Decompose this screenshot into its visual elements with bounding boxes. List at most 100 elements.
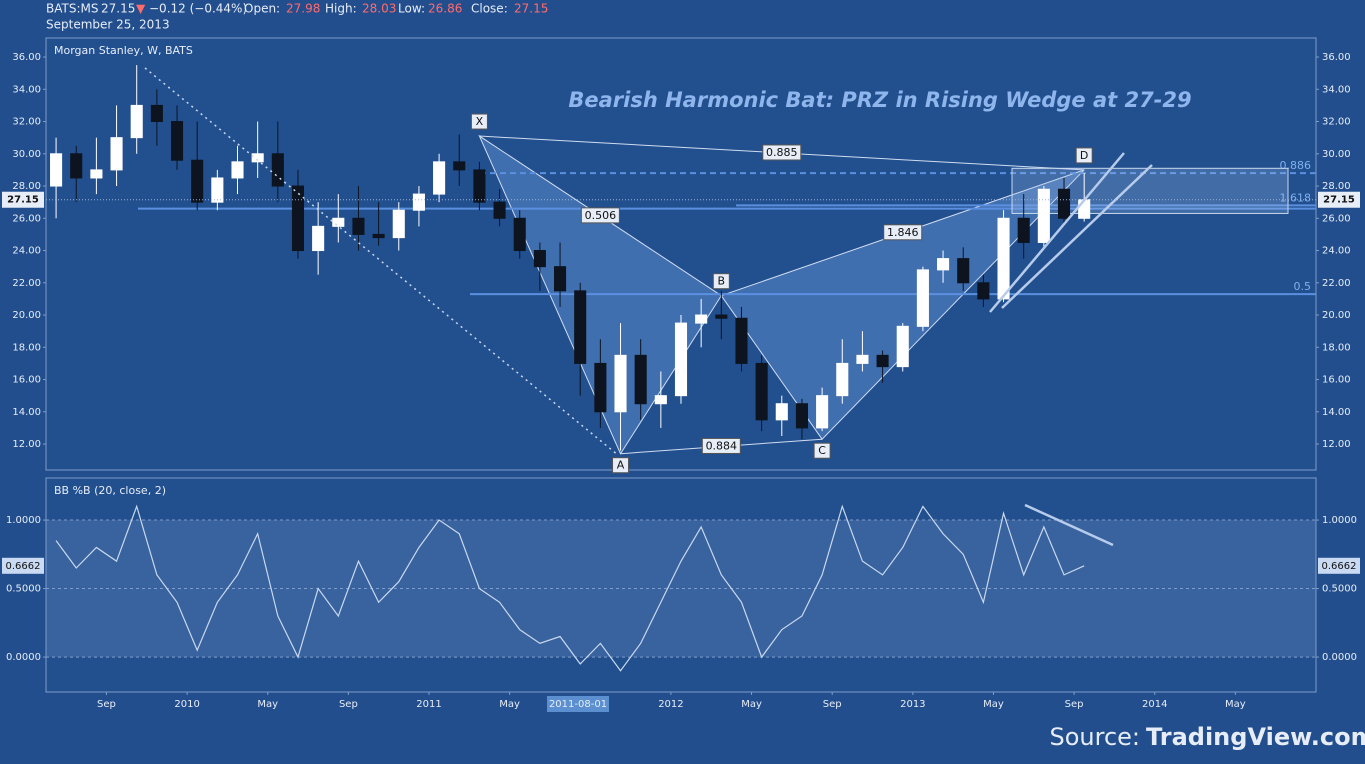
y-tick-label: 18.00: [12, 342, 41, 353]
value-badge: [1318, 557, 1360, 574]
y-tick-label: 20.00: [1322, 310, 1351, 321]
crosshair-badge: [547, 696, 609, 712]
ratio-badge: [762, 144, 802, 161]
candle-body: [554, 266, 567, 292]
y-tick-label: 30.00: [1322, 149, 1351, 160]
high: 28.03: [362, 2, 396, 16]
candle-body: [654, 395, 667, 405]
ratio-badge: [701, 437, 741, 454]
y-tick-label: 26.00: [12, 213, 41, 224]
candle-body: [1078, 199, 1091, 219]
candle-body: [574, 290, 587, 364]
y-tick-label: 24.00: [1322, 246, 1351, 257]
fib-label: 0.5: [1294, 280, 1312, 293]
candle-body: [1037, 188, 1050, 243]
y-tick-label: 28.00: [12, 181, 41, 192]
ratio-label: 0.884: [706, 439, 738, 452]
y-tick-label: 18.00: [1322, 342, 1351, 353]
candle-body: [231, 161, 244, 179]
y-tick-label: 0.5000: [6, 584, 41, 595]
candle-body: [271, 153, 284, 187]
x-tick-label: Sep: [823, 699, 842, 710]
value-label: 0.6662: [6, 561, 41, 572]
y-tick-label: 16.00: [12, 375, 41, 386]
indicator-panel: [45, 477, 1317, 693]
y-tick-label: 12.00: [1322, 439, 1351, 450]
x-tick-label: 2011: [416, 699, 441, 710]
crosshair-label: 2011-08-01: [549, 699, 607, 710]
candle-body: [473, 169, 486, 203]
bb-line: [55, 504, 1085, 672]
x-tick-label: 2010: [174, 699, 199, 710]
y-tick-label: 30.00: [12, 149, 41, 160]
y-tick-label: 16.00: [1322, 375, 1351, 386]
candle-body: [533, 250, 546, 268]
y-tick-label: 32.00: [12, 117, 41, 128]
y-tick-label: 14.00: [12, 407, 41, 418]
x-tick-label: 2012: [658, 699, 683, 710]
y-tick-label: 20.00: [12, 310, 41, 321]
candle-body: [634, 354, 647, 405]
y-tick-label: 0.5000: [1322, 584, 1357, 595]
x-tick-label: 2014: [1142, 699, 1167, 710]
candle-body: [795, 403, 808, 429]
candle-body: [90, 169, 103, 179]
candle-body: [312, 225, 325, 252]
high-label: High:: [325, 2, 357, 16]
candle-body: [816, 395, 829, 429]
candle-body: [775, 403, 788, 421]
candle-body: [453, 161, 466, 171]
candle-body: [916, 269, 929, 327]
close-label: Close:: [471, 2, 508, 16]
wedge-line: [989, 152, 1125, 313]
y-tick-label: 26.00: [1322, 213, 1351, 224]
ratio-label: 1.846: [887, 226, 919, 239]
candle-body: [755, 362, 768, 421]
x-tick-label: 2013: [900, 699, 925, 710]
candle-body: [412, 193, 425, 211]
candle-body: [110, 137, 123, 171]
point-label: X: [476, 115, 484, 128]
panel-title: Morgan Stanley, W, BATS: [54, 44, 193, 57]
annotation: Bearish Harmonic Bat: PRZ in Rising Wedg…: [568, 88, 1191, 112]
y-tick-label: 36.00: [1322, 52, 1351, 63]
y-tick-label: 0.0000: [6, 652, 41, 663]
ratio-badge: [883, 224, 923, 241]
candle-body: [1017, 217, 1030, 243]
point-label: B: [718, 275, 726, 288]
candle-body: [674, 322, 688, 397]
point-label: D: [1080, 149, 1088, 162]
candle-body: [735, 317, 748, 364]
date: September 25, 2013: [46, 18, 170, 32]
price-label: 27.15: [7, 195, 39, 206]
candle-body: [876, 354, 889, 368]
candle-body: [352, 217, 365, 235]
y-tick-label: 22.00: [1322, 278, 1351, 289]
candle-body: [70, 153, 83, 179]
x-tick-label: Sep: [97, 699, 116, 710]
y-tick-label: 0.0000: [1322, 652, 1357, 663]
y-tick-label: 22.00: [12, 278, 41, 289]
x-tick-label: May: [1225, 699, 1246, 710]
y-tick-label: 14.00: [1322, 407, 1351, 418]
point-badge: [612, 457, 630, 474]
candle-body: [433, 161, 446, 195]
x-tick-label: May: [741, 699, 762, 710]
candle-body: [937, 258, 950, 271]
x-tick-label: May: [983, 699, 1004, 710]
point-label: C: [818, 444, 826, 457]
y-tick-label: 34.00: [12, 84, 41, 95]
ratio-badge: [580, 207, 620, 224]
symbol: BATS:MS: [46, 2, 98, 16]
open-label: Open:: [244, 2, 280, 16]
source-name: TradingView.com: [1146, 723, 1365, 751]
y-tick-label: 24.00: [12, 246, 41, 257]
candle-body: [50, 153, 63, 187]
candle-body: [332, 217, 345, 227]
panel-title: BB %B (20, close, 2): [54, 484, 166, 497]
price-badge: [1318, 191, 1360, 208]
candle-body: [695, 314, 708, 324]
x-tick-label: May: [499, 699, 520, 710]
candle-body: [372, 233, 385, 239]
source-prefix: Source:: [1049, 723, 1140, 751]
